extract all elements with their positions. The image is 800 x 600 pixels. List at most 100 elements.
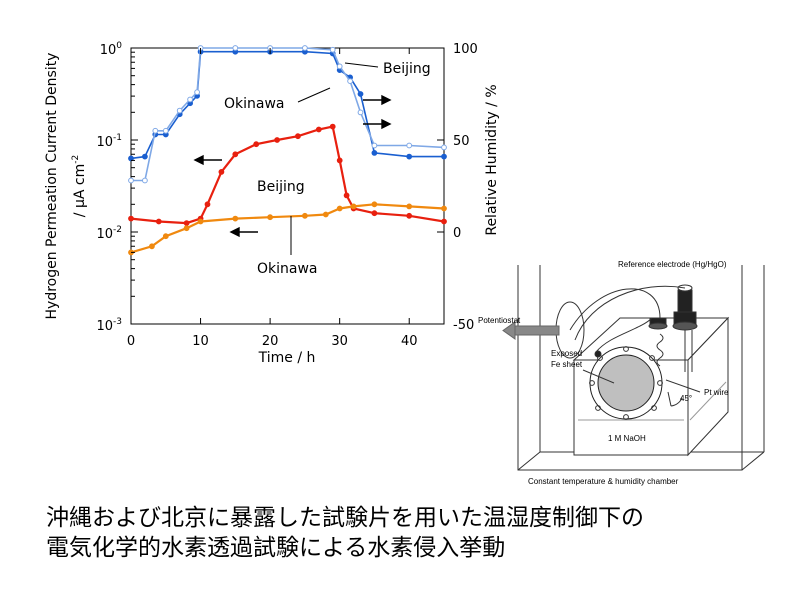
series-point-beijing-right <box>406 153 413 160</box>
series-point-okinawa-left <box>267 214 274 221</box>
series-point-beijing-left <box>183 220 190 227</box>
series-point-beijing-left <box>274 137 281 143</box>
series-point-beijing-left <box>315 126 322 133</box>
annotation-beijing-current: Beijing <box>257 179 305 195</box>
left-axis-unit-sup: -2 <box>71 155 81 164</box>
x-tick-label: 10 <box>192 334 209 349</box>
series-point-beijing-left <box>128 215 134 222</box>
series-point-okinawa-right <box>347 78 354 84</box>
left-axis-title-line1: Hydrogen Permeation Current Density <box>44 53 60 320</box>
series-point-beijing-left <box>253 141 260 148</box>
figure-caption: 沖縄および北京に暴露した試験片を用いた温湿度制御下の 電気化学的水素透過試験によ… <box>46 503 766 563</box>
counter-electrode-port <box>648 317 668 367</box>
series-point-beijing-left <box>406 212 413 219</box>
series-point-okinawa-right <box>128 177 134 184</box>
reference-electrode <box>672 284 698 372</box>
pointer-lines <box>582 369 701 407</box>
series-point-okinawa-left <box>336 205 343 212</box>
series-point-okinawa-right <box>406 142 413 149</box>
specimen-holder <box>589 346 663 420</box>
series-point-okinawa-right <box>441 144 447 151</box>
left-axis-title-line2: / μA cm-2 <box>71 155 88 217</box>
annotation-okinawa-current: Okinawa <box>257 261 318 277</box>
series-point-okinawa-right <box>371 142 378 149</box>
y-left-tick-label: 100 <box>100 41 123 58</box>
y-left-tick-label: 10-2 <box>96 225 122 242</box>
exposed-label-line1: Exposed <box>551 349 582 358</box>
y-right-tick-label: 0 <box>453 226 461 241</box>
series-point-okinawa-right <box>302 45 308 51</box>
series-point-okinawa-right <box>357 109 364 116</box>
x-axis-title: Time / h <box>258 350 316 366</box>
series-point-okinawa-left <box>197 218 204 225</box>
reference-electrode-label: Reference electrode (Hg/HgO) <box>618 260 727 269</box>
series-point-okinawa-left <box>322 211 329 218</box>
permeation-chart: 0 10 20 30 40 100 10-1 10-2 10-3 100 50 0 -50 Time /… <box>44 41 500 366</box>
series-point-beijing-left <box>232 151 239 158</box>
series-point-okinawa-left <box>183 225 190 232</box>
series-point-beijing-left <box>155 218 162 225</box>
series-point-okinawa-left <box>162 233 169 240</box>
annotation-beijing-rh: Beijing <box>383 61 431 77</box>
series-point-okinawa-right <box>142 177 148 184</box>
x-tick-label: 40 <box>401 334 418 349</box>
series-point-okinawa-right <box>329 46 336 53</box>
series-point-okinawa-left <box>406 203 413 210</box>
series-point-beijing-left <box>295 133 301 140</box>
x-tick-label: 30 <box>331 334 348 349</box>
series-point-beijing-left <box>343 192 350 199</box>
series-point-okinawa-right <box>232 45 239 51</box>
series-point-okinawa-right <box>194 89 201 96</box>
series-point-okinawa-right <box>187 96 194 103</box>
x-tick-label: 0 <box>127 334 135 349</box>
caption-line-2: 電気化学的水素透過試験による水素侵入挙動 <box>46 535 506 561</box>
series-point-beijing-left <box>441 218 447 225</box>
series-point-okinawa-left <box>371 201 378 208</box>
series-point-okinawa-left <box>149 243 155 250</box>
lead-wires <box>555 285 686 359</box>
right-axis-title: Relative Humidity / % <box>484 84 500 235</box>
series-point-okinawa-left <box>232 215 239 222</box>
solution-label: 1 M NaOH <box>608 434 646 443</box>
left-axis-unit: / μA cm <box>72 164 88 217</box>
series-line-okinawa-left <box>130 203 445 254</box>
series-point-beijing-left <box>329 123 336 130</box>
series-point-okinawa-right <box>162 127 169 134</box>
series-point-beijing-right <box>371 150 378 156</box>
apparatus-diagram <box>502 265 765 471</box>
series-point-beijing-right <box>357 91 364 97</box>
series-point-okinawa-left <box>441 205 447 212</box>
series-point-okinawa-right <box>176 107 183 114</box>
pt-wire-label: Pt wire <box>704 388 729 397</box>
direction-arrows <box>193 94 392 238</box>
arrow-right-icon <box>363 94 392 106</box>
potentiostat-label: Potentiostat <box>478 316 521 325</box>
chamber-label: Constant temperature & humidity chamber <box>528 477 679 486</box>
series-point-beijing-left <box>336 157 343 164</box>
series-point-okinawa-right <box>152 127 159 134</box>
arrow-left-icon <box>193 154 222 166</box>
series-point-okinawa-right <box>336 63 343 70</box>
angle-label: 45° <box>680 394 692 403</box>
series-line-beijing-left <box>130 125 445 225</box>
series-point-beijing-left <box>371 210 378 217</box>
series-point-beijing-left <box>204 201 211 208</box>
y-left-tick-label: 10-3 <box>96 317 122 334</box>
series-point-beijing-left <box>218 169 225 175</box>
caption-line-1: 沖縄および北京に暴露した試験片を用いた温湿度制御下の <box>46 505 644 531</box>
arrow-left-icon <box>229 226 258 238</box>
potentiostat-arrow-icon <box>502 321 560 340</box>
diagram-labels: Reference electrode (Hg/HgO) Potentiosta… <box>478 260 729 486</box>
annotation-leaders <box>290 62 379 255</box>
y-right-tick-label: 50 <box>453 134 470 149</box>
exposed-label-line2: Fe sheet <box>551 360 583 369</box>
series-point-okinawa-left <box>350 203 357 210</box>
series-point-okinawa-left <box>302 212 308 219</box>
annotation-okinawa-rh: Okinawa <box>224 96 285 112</box>
x-tick-label: 20 <box>262 334 279 349</box>
y-right-tick-label: 100 <box>453 42 478 57</box>
arrow-right-icon <box>363 118 392 130</box>
y-left-tick-label: 10-1 <box>96 133 122 150</box>
y-right-tick-label: -50 <box>453 318 474 333</box>
series-point-beijing-right <box>441 153 447 160</box>
